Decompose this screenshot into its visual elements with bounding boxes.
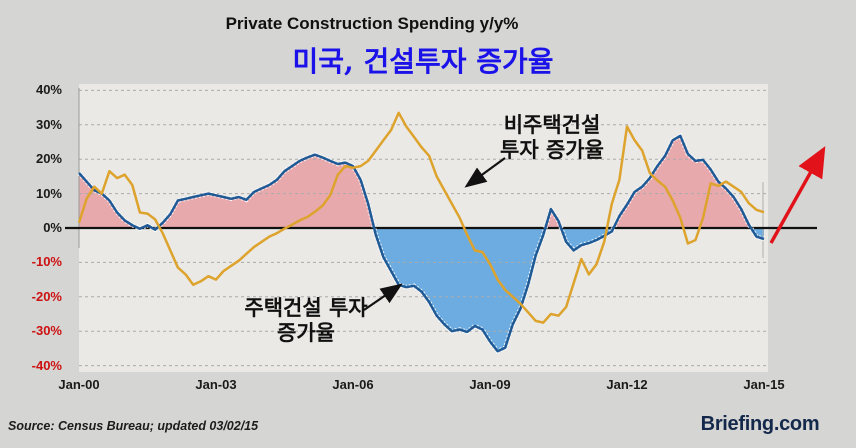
- y-tick-label--10: -10%: [31, 254, 62, 270]
- chart-title: Private Construction Spending y/y%: [225, 14, 519, 33]
- x-tick-label-Jan-12: Jan-12: [606, 377, 648, 392]
- y-tick-label-30: 30%: [35, 116, 62, 132]
- y-tick-label--40: -40%: [31, 357, 62, 373]
- y-axis-labels: 40% 30% 20% 10% 0% -10% -20% -30% -40%: [18, 0, 62, 448]
- y-tick-label--20: -20%: [31, 288, 62, 304]
- y-tick-label-10: 10%: [35, 185, 62, 201]
- annotation-residential-label: 주택건설 투자 증가율: [210, 295, 402, 345]
- x-tick-label-Jan-06: Jan-06: [332, 377, 374, 392]
- y-tick-label-40: 40%: [35, 82, 62, 98]
- annotation-nonresidential-line2: 투자 증가율: [500, 137, 604, 162]
- x-tick-label-Jan-09: Jan-09: [469, 377, 511, 392]
- y-tick-label--30: -30%: [31, 323, 62, 339]
- x-tick-label-Jan-00: Jan-00: [58, 377, 100, 392]
- y-tick-label-0: 0%: [43, 220, 62, 235]
- x-axis-labels: Jan-00 Jan-03 Jan-06 Jan-09 Jan-12 Jan-15: [0, 377, 856, 395]
- annotation-residential-line2: 증가율: [277, 320, 335, 345]
- x-tick-label-Jan-03: Jan-03: [195, 377, 237, 392]
- annotation-nonresidential-label: 비주택건설 투자 증가율: [462, 112, 642, 162]
- annotation-residential-line1: 주택건설 투자: [244, 295, 368, 320]
- y-tick-label-20: 20%: [35, 151, 62, 167]
- annotation-nonresidential-line1: 비주택건설: [503, 112, 601, 137]
- briefing-logo: Briefing.com: [700, 413, 820, 435]
- x-tick-label-Jan-15: Jan-15: [743, 377, 785, 392]
- chart-subtitle-korean: 미국, 건설투자 증가율: [292, 45, 554, 78]
- source-note: Source: Census Bureau; updated 03/02/15: [8, 419, 259, 433]
